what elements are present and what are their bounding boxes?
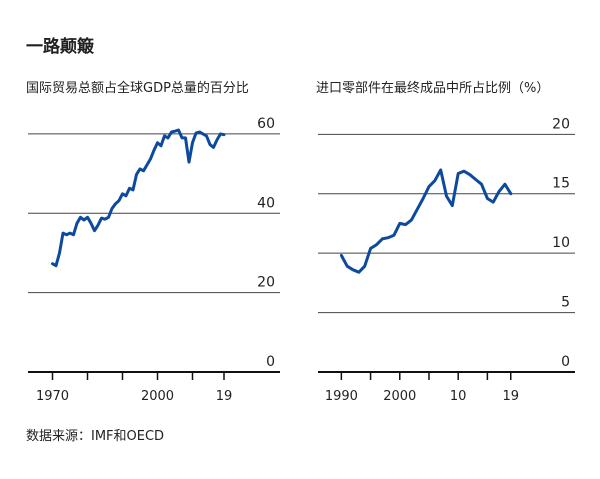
y-tick-label: 20: [552, 116, 570, 132]
x-tick-label: 2000: [383, 389, 416, 404]
line-series: [51, 128, 226, 268]
chart-subtitle: 国际贸易总额占全球GDP总量的百分比: [26, 80, 249, 96]
x-tick-label: 1990: [325, 389, 358, 404]
y-tick-label: 0: [561, 354, 570, 370]
y-tick-label: 60: [257, 116, 275, 132]
x-tick-label: 10: [450, 389, 467, 404]
y-tick-label: 0: [266, 354, 275, 370]
y-tick-label: 40: [257, 195, 275, 211]
page-title: 一路颠簸: [26, 36, 95, 57]
source: 数据来源：IMF和OECD: [26, 429, 164, 444]
y-tick-label: 10: [552, 235, 570, 251]
x-tick-label: 2000: [141, 389, 174, 404]
line-series: [339, 168, 513, 274]
x-tick-label: 19: [502, 389, 519, 404]
chart-subtitle: 进口零部件在最终成品中所占比例（%）: [316, 80, 549, 96]
x-tick-label: 1970: [36, 389, 69, 404]
y-tick-label: 5: [561, 295, 570, 311]
y-tick-label: 20: [257, 275, 275, 291]
x-tick-label: 19: [216, 389, 233, 404]
y-tick-label: 15: [552, 176, 570, 192]
